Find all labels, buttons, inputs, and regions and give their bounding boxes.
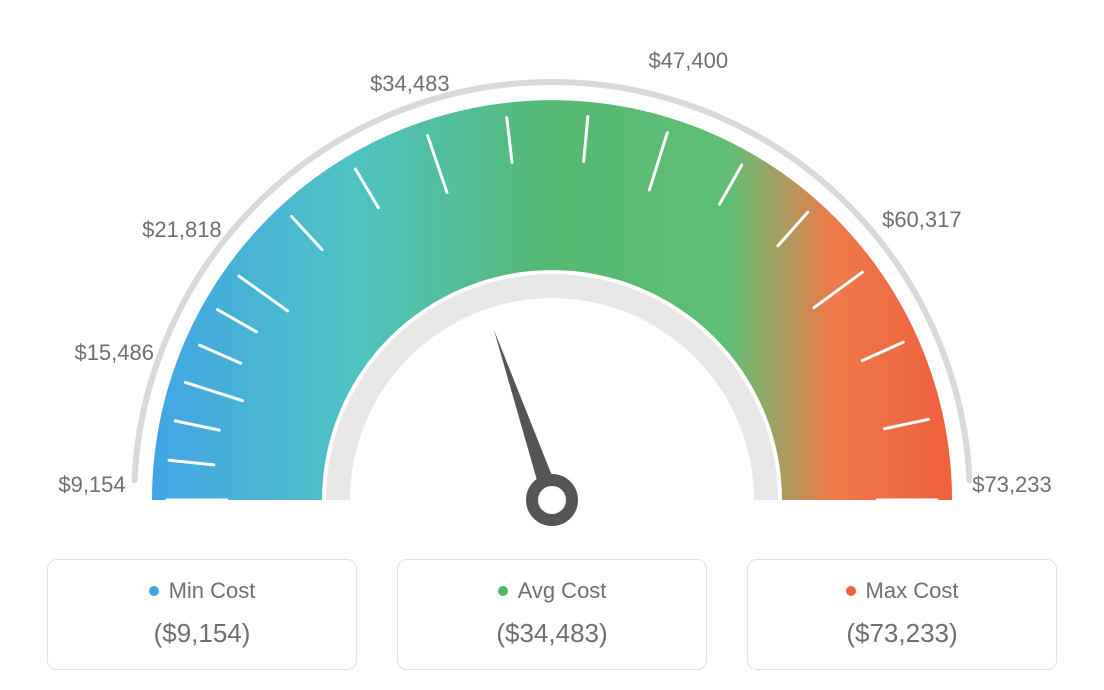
legend-title-max: Max Cost (846, 578, 959, 604)
legend-card-max: Max Cost ($73,233) (747, 559, 1057, 670)
gauge-tick-label: $47,400 (649, 48, 729, 74)
gauge-svg (0, 0, 1104, 540)
legend-card-min: Min Cost ($9,154) (47, 559, 357, 670)
legend-dot-max (846, 586, 856, 596)
gauge-tick-label: $60,317 (882, 207, 962, 233)
legend-title-avg: Avg Cost (498, 578, 607, 604)
legend-title-min: Min Cost (149, 578, 256, 604)
legend-title-text: Avg Cost (518, 578, 607, 604)
legend-card-avg: Avg Cost ($34,483) (397, 559, 707, 670)
gauge-tick-label: $34,483 (370, 71, 450, 97)
legend-dot-min (149, 586, 159, 596)
legend-title-text: Max Cost (866, 578, 959, 604)
legend-dot-avg (498, 586, 508, 596)
legend-title-text: Min Cost (169, 578, 256, 604)
gauge-tick-label: $15,486 (74, 340, 154, 366)
legend-row: Min Cost ($9,154) Avg Cost ($34,483) Max… (0, 559, 1104, 670)
legend-value-avg: ($34,483) (398, 618, 706, 649)
gauge-tick-label: $21,818 (142, 217, 222, 243)
gauge-chart: $9,154 $15,486 $21,818 $34,483 $47,400 $60,31… (0, 0, 1104, 540)
legend-value-max: ($73,233) (748, 618, 1056, 649)
gauge-tick-label: $9,154 (58, 472, 125, 498)
legend-value-min: ($9,154) (48, 618, 356, 649)
gauge-tick-label: $73,233 (972, 472, 1052, 498)
